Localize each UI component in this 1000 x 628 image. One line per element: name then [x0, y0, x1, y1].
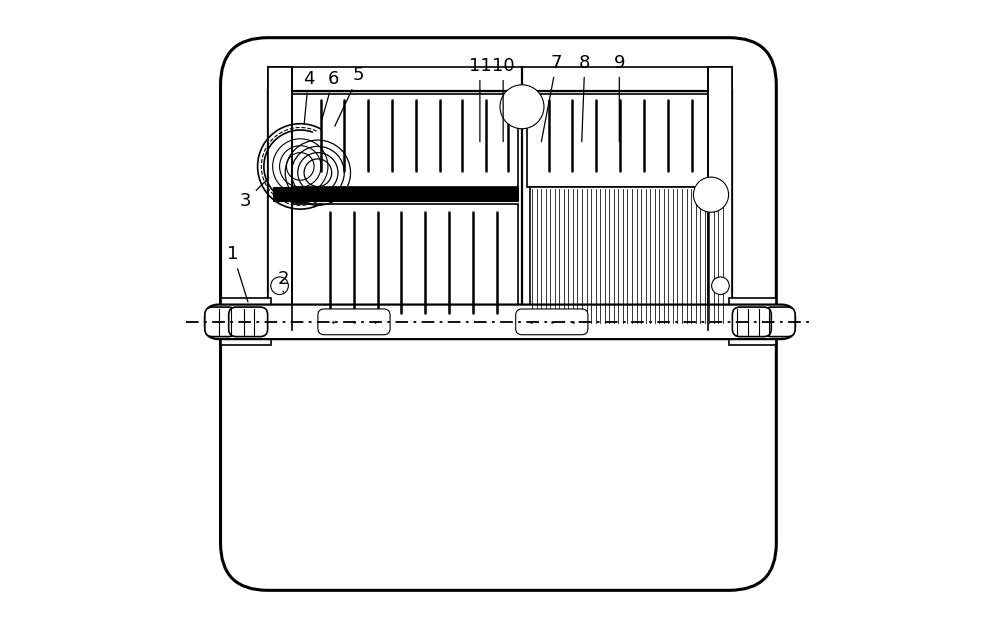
- Bar: [527, 94, 728, 187]
- Text: 1: 1: [227, 246, 248, 302]
- FancyBboxPatch shape: [764, 307, 795, 337]
- Circle shape: [712, 277, 729, 295]
- Bar: [268, 91, 732, 330]
- Bar: [221, 298, 271, 345]
- Bar: [273, 187, 518, 201]
- Text: 2: 2: [278, 271, 289, 292]
- Text: 6: 6: [322, 70, 339, 120]
- FancyBboxPatch shape: [516, 309, 588, 335]
- Text: 8: 8: [579, 54, 590, 142]
- Bar: [268, 67, 732, 91]
- Text: 11: 11: [469, 57, 491, 142]
- FancyBboxPatch shape: [229, 307, 268, 337]
- Bar: [268, 67, 292, 330]
- Bar: [273, 204, 518, 325]
- Bar: [729, 298, 776, 345]
- FancyBboxPatch shape: [205, 305, 795, 339]
- Text: 10: 10: [492, 57, 514, 142]
- Bar: [273, 94, 518, 187]
- Circle shape: [700, 183, 722, 206]
- FancyBboxPatch shape: [318, 309, 390, 335]
- Text: 7: 7: [541, 54, 562, 142]
- Bar: [708, 67, 732, 330]
- FancyBboxPatch shape: [205, 307, 236, 337]
- Circle shape: [693, 177, 729, 212]
- Bar: [530, 187, 725, 325]
- Bar: [273, 187, 518, 201]
- FancyBboxPatch shape: [732, 307, 771, 337]
- Text: 9: 9: [614, 54, 625, 142]
- Circle shape: [508, 93, 536, 121]
- Circle shape: [500, 85, 544, 129]
- Circle shape: [271, 277, 288, 295]
- FancyBboxPatch shape: [221, 38, 776, 590]
- Text: 5: 5: [335, 67, 364, 126]
- Text: 3: 3: [240, 178, 269, 210]
- Text: 4: 4: [303, 70, 314, 123]
